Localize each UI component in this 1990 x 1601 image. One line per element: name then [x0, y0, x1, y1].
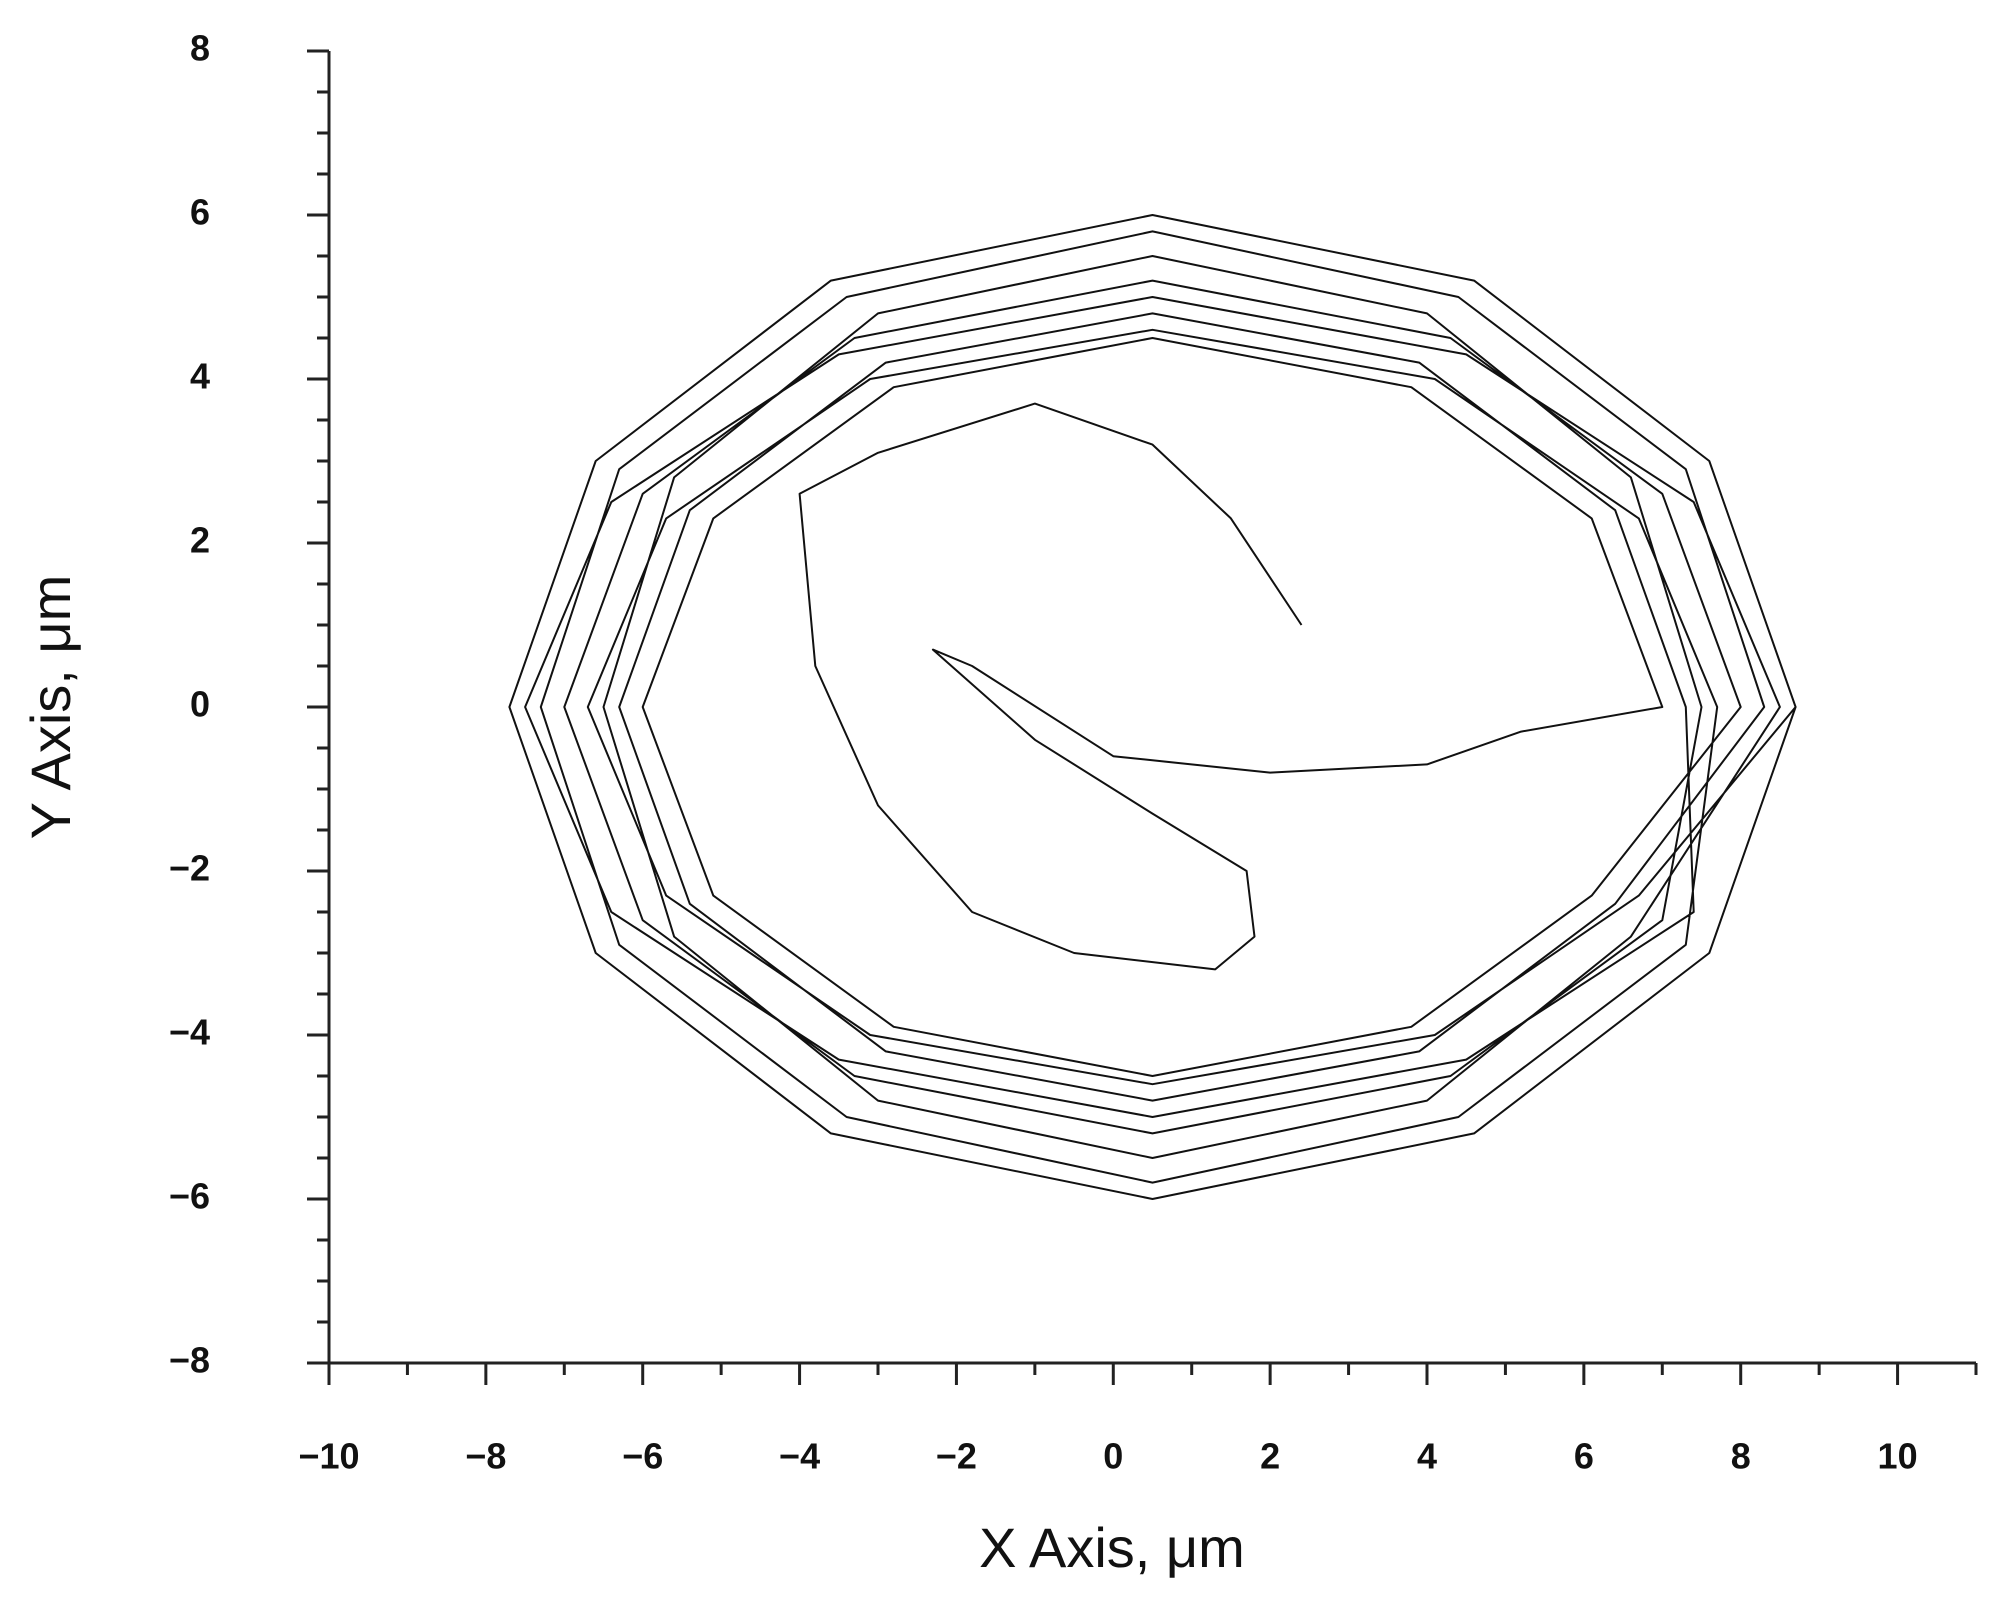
- x-axis-title: X Axis, μm: [979, 1516, 1245, 1579]
- y-axis-title: Y Axis, μm: [19, 575, 82, 840]
- y-tick-label: 2: [190, 520, 210, 561]
- x-tick-label: 4: [1417, 1436, 1437, 1477]
- y-tick-label: 6: [190, 192, 210, 233]
- y-tick-label: 0: [190, 684, 210, 725]
- x-tick-label: −2: [936, 1436, 977, 1477]
- x-tick-label: −6: [622, 1436, 663, 1477]
- y-tick-label: −8: [169, 1340, 210, 1381]
- x-tick-label: 6: [1574, 1436, 1594, 1477]
- x-tick-label: −10: [298, 1436, 359, 1477]
- y-tick-label: −4: [169, 1012, 210, 1053]
- x-tick-label: 8: [1731, 1436, 1751, 1477]
- x-tick-label: 2: [1260, 1436, 1280, 1477]
- x-tick-label: −4: [779, 1436, 820, 1477]
- x-tick-label: −8: [465, 1436, 506, 1477]
- trajectory: [508, 214, 1797, 1200]
- x-tick-label: 10: [1878, 1436, 1918, 1477]
- y-tick-label: 8: [190, 28, 210, 69]
- y-tick-label: −6: [169, 1176, 210, 1217]
- y-tick-label: 4: [190, 356, 210, 397]
- x-tick-label: 0: [1103, 1436, 1123, 1477]
- y-tick-label: −2: [169, 848, 210, 889]
